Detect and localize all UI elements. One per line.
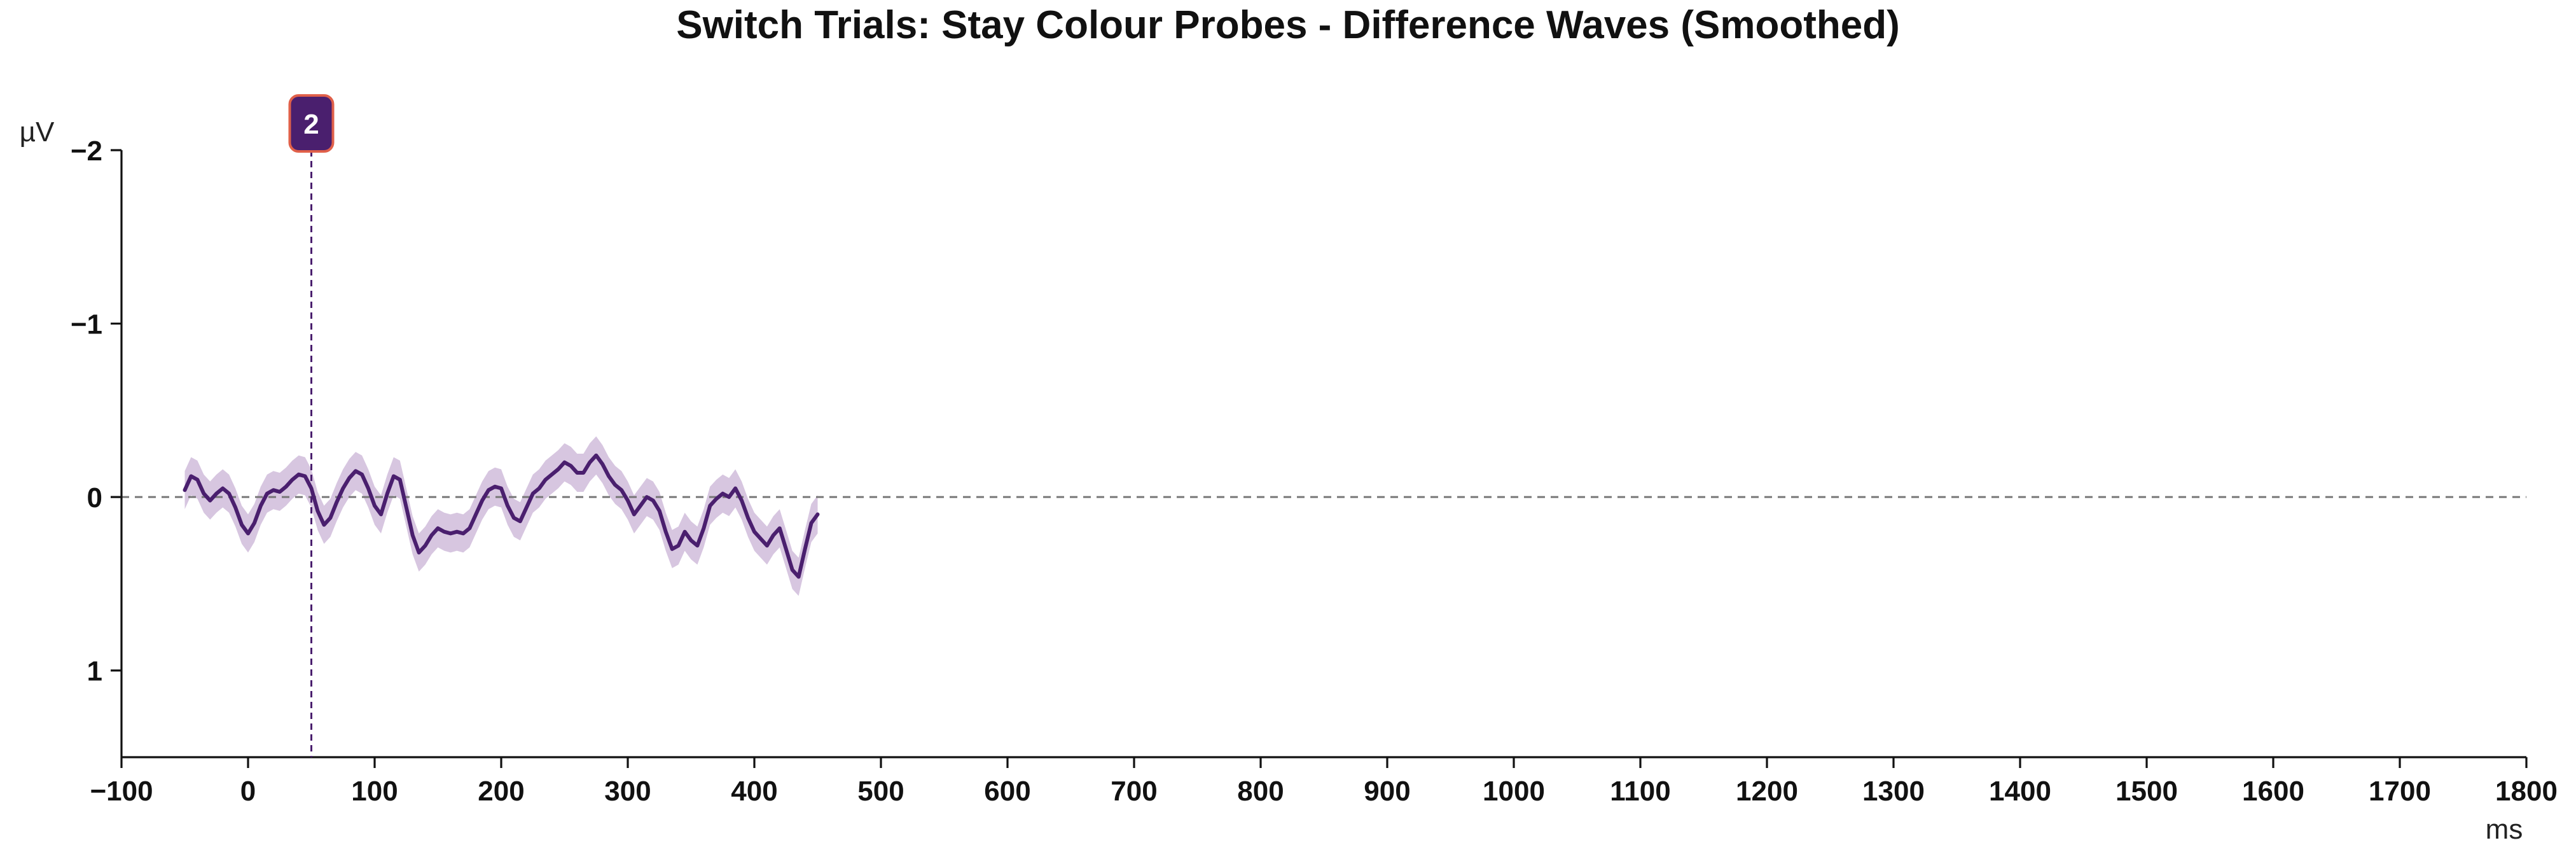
x-tick-label: 1700: [2369, 776, 2431, 807]
x-tick-label: 100: [351, 776, 398, 807]
series-line: [183, 453, 820, 579]
confidence-band: [184, 436, 818, 596]
x-axis-ticks: −100 0 100 200 300 400 500 600 700 800 900 1000 1100…: [90, 757, 2558, 807]
x-tick-label: 1000: [1483, 776, 1545, 807]
x-tick-label: 1400: [1989, 776, 2051, 807]
x-tick-label: 1500: [2116, 776, 2178, 807]
x-tick-label: 900: [1364, 776, 1410, 807]
y-tick-label: −2: [71, 136, 102, 167]
x-tick-label: 1600: [2242, 776, 2304, 807]
x-tick-label: 300: [604, 776, 651, 807]
confidence-band-layer: [184, 436, 818, 596]
y-tick-label: 1: [87, 656, 102, 687]
x-axis-label: ms: [2486, 814, 2523, 845]
x-tick-label: 600: [984, 776, 1030, 807]
x-tick-label: 1300: [1862, 776, 1925, 807]
y-axis-ticks: −2 −1 0 1: [71, 136, 121, 687]
y-tick-label: 0: [87, 482, 102, 513]
x-tick-label: 1100: [1610, 776, 1670, 807]
x-tick-label: 1800: [2495, 776, 2558, 807]
x-tick-label: 400: [731, 776, 777, 807]
x-tick-label: 1200: [1736, 776, 1798, 807]
x-tick-label: 200: [478, 776, 524, 807]
marker-badge: [288, 94, 335, 153]
x-tick-label: −100: [90, 776, 153, 807]
y-axis-label: µV: [20, 116, 55, 148]
y-tick-label: −1: [71, 309, 102, 340]
x-tick-label: 0: [240, 776, 256, 807]
time-marker: 2: [288, 94, 335, 757]
chart-title: Switch Trials: Stay Colour Probes - Diff…: [676, 3, 1900, 47]
x-tick-label: 500: [857, 776, 904, 807]
x-tick-label: 700: [1111, 776, 1157, 807]
marker-label: 2: [303, 109, 319, 140]
x-tick-label: 800: [1237, 776, 1284, 807]
series-line-layer: [183, 453, 820, 579]
